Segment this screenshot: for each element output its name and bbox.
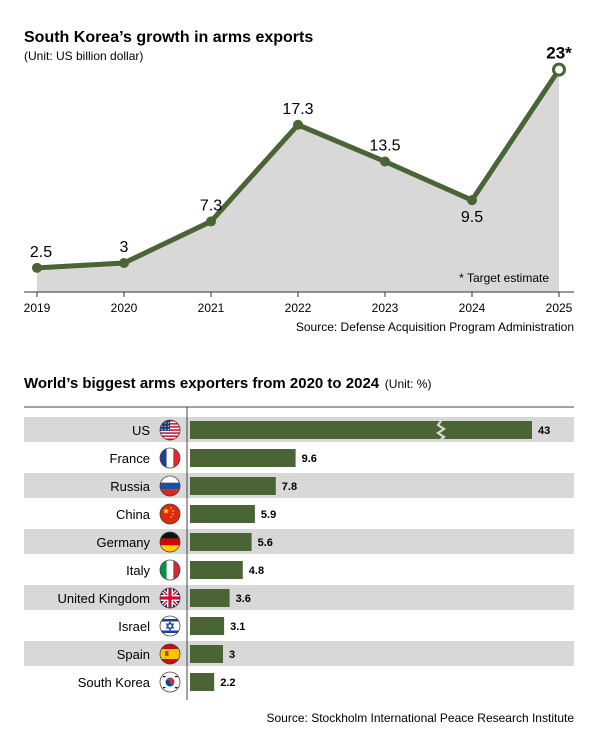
series-marker bbox=[293, 119, 303, 130]
bar-value-label: 3.6 bbox=[236, 593, 251, 605]
line-chart: South Korea’s growth in arms exports (Un… bbox=[24, 29, 574, 334]
russia-flag-icon bbox=[159, 475, 181, 497]
row-stripe bbox=[24, 585, 574, 610]
line-chart-subtitle: (Unit: US billion dollar) bbox=[24, 49, 143, 63]
data-label: 17.3 bbox=[282, 101, 313, 118]
series-marker bbox=[380, 156, 390, 167]
data-labels: 2.5 3 7.3 17.3 13.5 9.5 23* bbox=[30, 44, 572, 261]
bar-value-label: 9.6 bbox=[302, 453, 317, 465]
bar-value-label: 43 bbox=[538, 425, 550, 437]
bar-value-label: 3.1 bbox=[230, 621, 245, 633]
data-label: 3 bbox=[120, 239, 129, 256]
data-label: 2.5 bbox=[30, 244, 52, 261]
series-marker bbox=[552, 62, 566, 77]
bar-chart-source: Source: Stockholm International Peace Re… bbox=[267, 711, 575, 725]
line-chart-title: South Korea’s growth in arms exports bbox=[24, 29, 313, 46]
bar-chart: World’s biggest arms exporters from 2020… bbox=[24, 375, 574, 725]
x-tick-label: 2024 bbox=[459, 301, 486, 315]
row-stripe bbox=[24, 473, 574, 498]
bar-chart-title: World’s biggest arms exporters from 2020… bbox=[24, 375, 380, 392]
bar-value-label: 3 bbox=[229, 649, 235, 661]
bar bbox=[190, 589, 230, 607]
bar-rows: US 43 France 9.6 Russia 7.8 China 5.9 Germany 5.6… bbox=[58, 419, 550, 693]
x-tick-label: 2023 bbox=[372, 301, 399, 315]
category-label: Russia bbox=[110, 479, 151, 494]
x-axis-ticks bbox=[36, 292, 560, 297]
x-tick-label: 2021 bbox=[198, 301, 225, 315]
bar-value-label: 5.9 bbox=[261, 509, 276, 521]
spain-flag-icon bbox=[159, 643, 181, 665]
x-tick-label: 2022 bbox=[285, 301, 312, 315]
bar-chart-unit: (Unit: %) bbox=[385, 377, 432, 391]
x-tick-label: 2025 bbox=[546, 301, 573, 315]
series-markers bbox=[32, 62, 566, 273]
category-label: US bbox=[132, 423, 150, 438]
series-marker bbox=[467, 195, 477, 206]
category-label: United Kingdom bbox=[58, 591, 151, 606]
bar bbox=[190, 561, 243, 579]
germany-flag-icon bbox=[159, 531, 181, 553]
bar bbox=[190, 533, 252, 551]
target-estimate-note: * Target estimate bbox=[459, 271, 549, 285]
south-korea-flag-icon bbox=[159, 671, 181, 693]
bar bbox=[190, 505, 255, 523]
bar bbox=[190, 673, 215, 691]
category-label: China bbox=[116, 507, 151, 522]
series-marker bbox=[119, 258, 129, 268]
axis-break-mark bbox=[436, 420, 446, 440]
bar bbox=[190, 477, 276, 495]
x-tick-label: 2020 bbox=[111, 301, 138, 315]
bar-value-label: 4.8 bbox=[249, 565, 264, 577]
italy-flag-icon bbox=[159, 559, 181, 581]
area-fill bbox=[37, 69, 559, 293]
data-label: 23* bbox=[546, 44, 572, 63]
data-label: 7.3 bbox=[200, 197, 222, 214]
category-label: Germany bbox=[97, 535, 151, 550]
line-chart-source: Source: Defense Acquisition Program Admi… bbox=[296, 320, 574, 334]
bar bbox=[190, 645, 223, 663]
x-axis-labels: 2019 2020 2021 2022 2023 2024 2025 bbox=[24, 301, 573, 315]
uk-flag-icon bbox=[159, 587, 181, 609]
us-flag-icon bbox=[159, 419, 181, 441]
bar bbox=[190, 449, 296, 467]
bar-value-label: 5.6 bbox=[258, 537, 273, 549]
data-label: 9.5 bbox=[461, 209, 483, 226]
row-stripe bbox=[24, 529, 574, 554]
series-marker bbox=[206, 216, 216, 227]
bar-value-label: 7.8 bbox=[282, 481, 297, 493]
bar-value-label: 2.2 bbox=[220, 677, 235, 689]
bar bbox=[190, 421, 532, 439]
china-flag-icon bbox=[159, 503, 181, 525]
category-label: South Korea bbox=[78, 675, 151, 690]
series-marker bbox=[32, 262, 42, 273]
bar bbox=[190, 617, 225, 635]
category-label: France bbox=[110, 451, 150, 466]
israel-flag-icon bbox=[159, 615, 181, 637]
category-label: Israel bbox=[118, 619, 150, 634]
france-flag-icon bbox=[159, 447, 181, 469]
category-label: Italy bbox=[126, 563, 150, 578]
data-label: 13.5 bbox=[369, 138, 400, 155]
x-tick-label: 2019 bbox=[24, 301, 51, 315]
category-label: Spain bbox=[117, 647, 150, 662]
row-stripe bbox=[24, 641, 574, 666]
